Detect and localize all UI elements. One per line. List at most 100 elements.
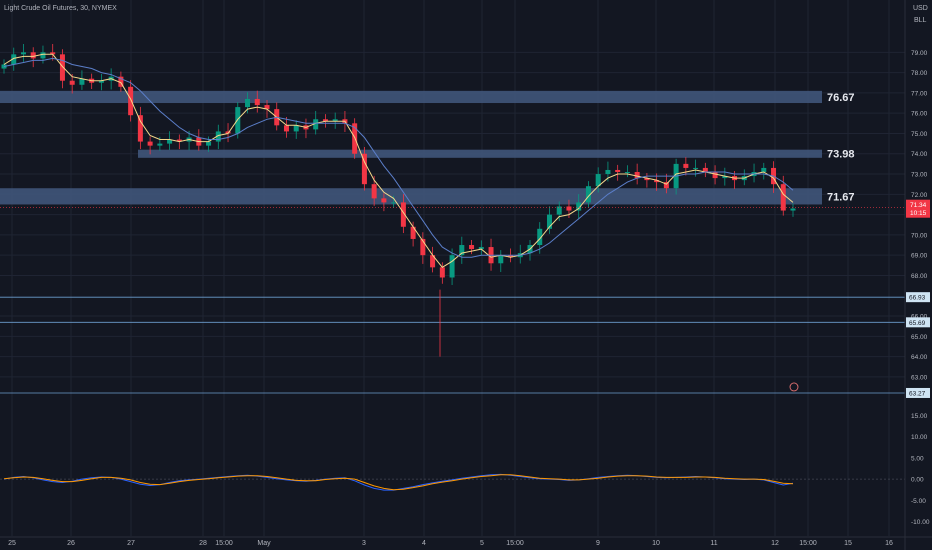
candle-body[interactable] bbox=[30, 52, 36, 59]
candle-body[interactable] bbox=[780, 184, 786, 211]
candle-body[interactable] bbox=[790, 208, 796, 211]
y-tick-label: 77.00 bbox=[911, 90, 928, 97]
candle-body[interactable] bbox=[439, 267, 445, 278]
x-tick-label: 28 bbox=[199, 540, 207, 547]
candle-body[interactable] bbox=[595, 174, 601, 187]
zone-band[interactable] bbox=[138, 149, 822, 158]
y-tick-label: 65.00 bbox=[911, 334, 928, 341]
oscillator-line[interactable] bbox=[3, 473, 794, 491]
candle-body[interactable] bbox=[498, 255, 504, 264]
candle-body[interactable] bbox=[206, 141, 212, 146]
candle-body[interactable] bbox=[410, 226, 416, 239]
moving-average-line[interactable] bbox=[3, 57, 794, 258]
candle-body[interactable] bbox=[459, 245, 465, 256]
candle-body[interactable] bbox=[615, 169, 621, 172]
candle-body[interactable] bbox=[624, 172, 630, 173]
candle-body[interactable] bbox=[644, 178, 650, 181]
candle-body[interactable] bbox=[722, 176, 728, 179]
candle-body[interactable] bbox=[449, 255, 455, 278]
candle-body[interactable] bbox=[537, 228, 543, 246]
candle-body[interactable] bbox=[702, 167, 708, 172]
candle-body[interactable] bbox=[59, 54, 65, 81]
candle-body[interactable] bbox=[1, 64, 7, 69]
candle-body[interactable] bbox=[663, 182, 669, 189]
candle-body[interactable] bbox=[264, 105, 270, 110]
candle-body[interactable] bbox=[381, 198, 387, 203]
candle-body[interactable] bbox=[245, 98, 251, 108]
price-pane[interactable]: 76.67 73.98 71.67 bbox=[0, 0, 905, 536]
candle-body[interactable] bbox=[430, 255, 436, 268]
candle-body[interactable] bbox=[167, 139, 173, 144]
osc-y-tick-label: 5.00 bbox=[911, 455, 924, 462]
candle-body[interactable] bbox=[40, 52, 46, 59]
x-tick-label: May bbox=[257, 540, 271, 547]
alert-icon[interactable] bbox=[789, 382, 799, 392]
candle-body[interactable] bbox=[605, 169, 611, 175]
symbol-title[interactable]: Light Crude Oil Futures, 30, NYMEX bbox=[4, 5, 117, 12]
candle-body[interactable] bbox=[566, 206, 572, 211]
candle-body[interactable] bbox=[313, 119, 319, 130]
candle-body[interactable] bbox=[11, 54, 17, 65]
y-tick-label: 72.00 bbox=[911, 192, 928, 199]
x-tick-label: 9 bbox=[596, 540, 600, 547]
candle-body[interactable] bbox=[361, 153, 367, 185]
candle-body[interactable] bbox=[69, 80, 75, 85]
candle-body[interactable] bbox=[469, 245, 475, 250]
osc-level-tag bbox=[906, 387, 930, 398]
x-tick-label: 3 bbox=[362, 540, 366, 547]
osc-y-tick-label: -5.00 bbox=[911, 498, 926, 505]
candle-body[interactable] bbox=[546, 214, 552, 229]
candle-body[interactable] bbox=[147, 141, 153, 146]
candle-body[interactable] bbox=[283, 125, 289, 132]
candle-body[interactable] bbox=[391, 202, 397, 204]
candle-body[interactable] bbox=[235, 107, 241, 134]
candle-body[interactable] bbox=[420, 238, 426, 256]
candle-body[interactable] bbox=[79, 78, 85, 85]
candle-body[interactable] bbox=[50, 52, 56, 55]
candle-body[interactable] bbox=[400, 202, 406, 227]
price-axis[interactable]: 79.00 78.00 77.00 76.00 75.00 74.00 73.00 72.00… bbox=[904, 0, 930, 550]
candle-body[interactable] bbox=[157, 143, 163, 146]
currency-label: USD bbox=[913, 5, 928, 12]
candle-body[interactable] bbox=[371, 184, 377, 199]
oscillator-line[interactable] bbox=[3, 474, 794, 491]
candle-body[interactable] bbox=[556, 206, 562, 215]
candle-body[interactable] bbox=[508, 255, 514, 258]
oscillator-pane[interactable] bbox=[0, 382, 905, 491]
candle-body[interactable] bbox=[118, 76, 124, 87]
candle-body[interactable] bbox=[20, 52, 26, 55]
x-tick-label: 12 bbox=[771, 540, 779, 547]
last-price-value: 71.34 bbox=[910, 202, 927, 209]
candle-body[interactable] bbox=[293, 125, 299, 132]
x-tick-label: 15:00 bbox=[215, 540, 233, 547]
candle-body[interactable] bbox=[654, 180, 660, 183]
x-tick-label: 16 bbox=[885, 540, 893, 547]
candle-body[interactable] bbox=[683, 163, 689, 168]
candle-body[interactable] bbox=[137, 115, 143, 142]
level-price-tag bbox=[906, 317, 930, 328]
candle-body[interactable] bbox=[576, 202, 582, 211]
candle-body[interactable] bbox=[322, 119, 328, 122]
candle-body[interactable] bbox=[585, 186, 591, 203]
candle-body[interactable] bbox=[712, 172, 718, 179]
candle-body[interactable] bbox=[176, 139, 182, 142]
candle-body[interactable] bbox=[215, 131, 221, 142]
candle-body[interactable] bbox=[98, 80, 104, 83]
candle-body[interactable] bbox=[693, 167, 699, 169]
candle-body[interactable] bbox=[128, 86, 134, 116]
candle-body[interactable] bbox=[254, 98, 260, 106]
x-tick-label: 15:00 bbox=[799, 540, 817, 547]
candle-body[interactable] bbox=[332, 119, 338, 122]
zone-band[interactable] bbox=[0, 188, 822, 205]
candle-body[interactable] bbox=[761, 167, 767, 172]
zone-band[interactable] bbox=[0, 90, 822, 104]
x-tick-label: 10 bbox=[652, 540, 660, 547]
time-axis[interactable]: 25 26 27 28 15:00 May 3 4 5 15:00 9 10 11 12 15:00 15 16 bbox=[0, 536, 932, 547]
zone-label: 73.98 bbox=[827, 149, 855, 161]
candle-body[interactable] bbox=[634, 172, 640, 179]
zone-label: 76.67 bbox=[827, 92, 855, 104]
candle-body[interactable] bbox=[478, 247, 484, 250]
candle-body[interactable] bbox=[225, 131, 231, 134]
moving-average-line[interactable] bbox=[3, 53, 794, 268]
